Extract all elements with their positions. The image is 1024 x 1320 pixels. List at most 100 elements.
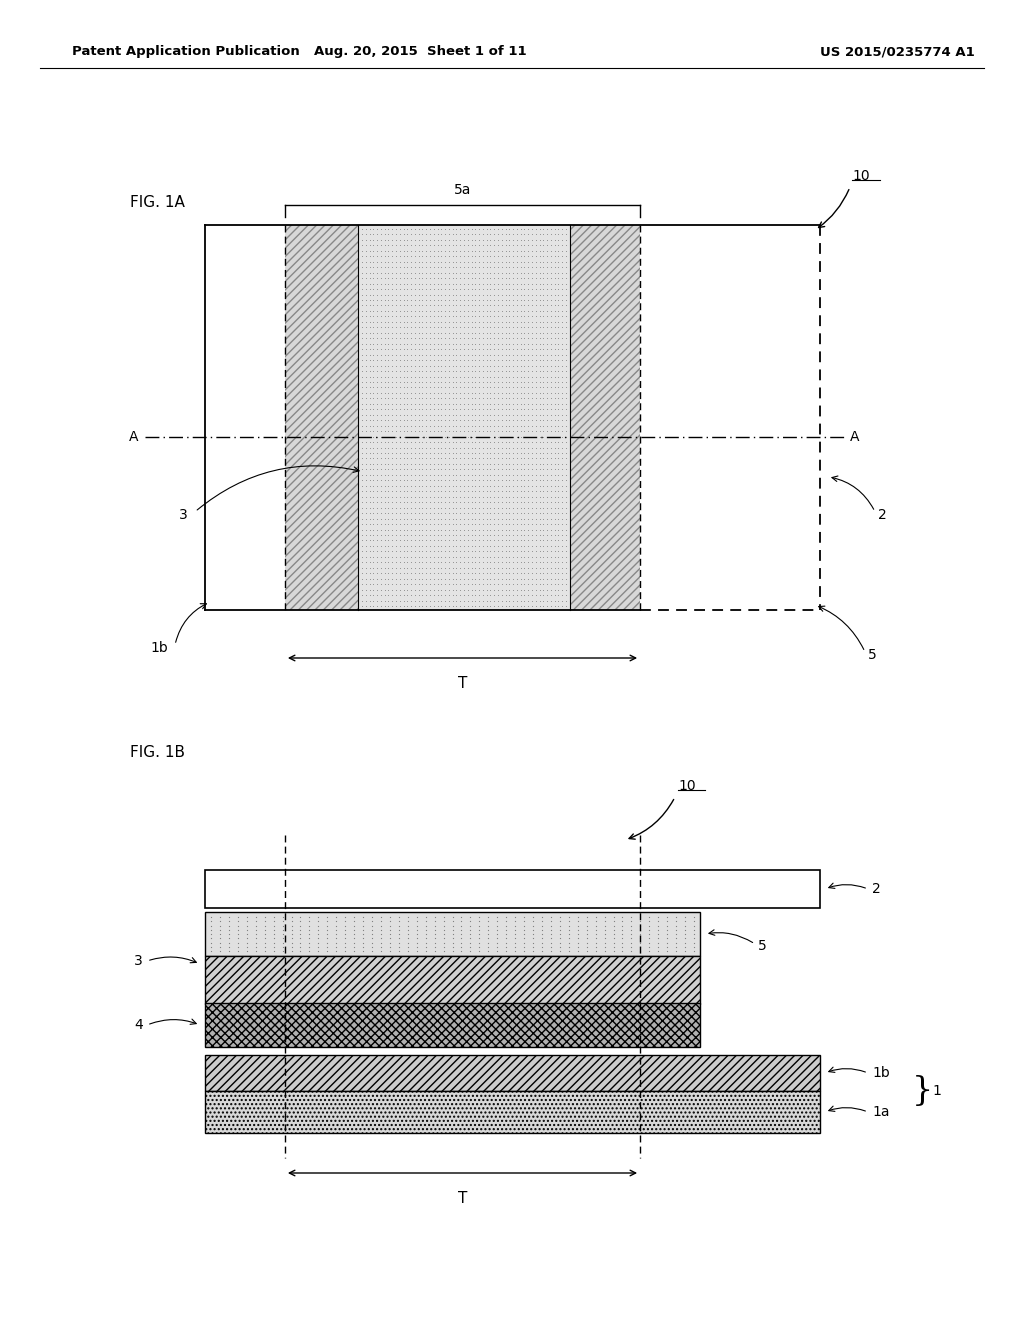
Point	[444, 928, 461, 949]
Point	[536, 317, 552, 338]
Point	[346, 919, 362, 940]
Point	[531, 447, 548, 469]
Point	[482, 350, 499, 371]
Text: 1b: 1b	[151, 642, 168, 655]
Point	[509, 404, 525, 425]
Point	[433, 240, 450, 261]
Point	[512, 246, 528, 267]
Point	[505, 503, 521, 524]
Point	[355, 928, 372, 949]
Point	[494, 333, 510, 354]
Point	[659, 936, 676, 957]
Point	[429, 404, 445, 425]
Point	[388, 562, 404, 583]
Point	[543, 585, 559, 606]
Point	[478, 312, 495, 333]
Point	[536, 404, 552, 425]
Point	[505, 268, 521, 289]
Point	[391, 529, 408, 550]
Point	[354, 322, 371, 343]
Point	[498, 546, 514, 568]
Point	[456, 268, 472, 289]
Point	[361, 322, 378, 343]
Point	[409, 928, 425, 949]
Point	[319, 936, 336, 957]
Point	[486, 519, 503, 540]
Point	[471, 568, 487, 589]
Point	[361, 421, 378, 442]
Point	[520, 360, 537, 381]
Point	[426, 301, 442, 322]
Point	[505, 437, 521, 458]
Point	[395, 574, 412, 595]
Point	[501, 546, 517, 568]
Point	[395, 541, 412, 562]
Point	[536, 562, 552, 583]
Point	[418, 585, 434, 606]
Point	[380, 529, 396, 550]
Point	[516, 355, 532, 376]
Point	[531, 480, 548, 502]
Point	[440, 256, 457, 277]
Point	[558, 426, 574, 447]
Point	[384, 317, 400, 338]
Point	[426, 409, 442, 430]
Point	[539, 263, 555, 284]
Point	[346, 936, 362, 957]
Point	[380, 546, 396, 568]
Point	[486, 508, 503, 529]
Point	[659, 907, 676, 928]
Point	[482, 541, 499, 562]
Point	[361, 426, 378, 447]
Point	[422, 421, 438, 442]
Point	[494, 371, 510, 392]
Point	[366, 519, 382, 540]
Point	[489, 383, 506, 404]
Point	[402, 475, 419, 496]
Point	[632, 936, 648, 957]
Point	[377, 498, 393, 519]
Point	[464, 279, 480, 300]
Point	[388, 524, 404, 545]
Point	[641, 928, 657, 949]
Point	[437, 541, 454, 562]
Point	[390, 928, 407, 949]
Point	[482, 426, 499, 447]
Point	[464, 345, 480, 366]
Point	[444, 426, 461, 447]
Point	[407, 426, 423, 447]
Point	[377, 447, 393, 469]
Point	[475, 536, 492, 557]
Point	[527, 453, 544, 474]
Point	[395, 562, 412, 583]
Point	[547, 470, 563, 491]
Point	[536, 246, 552, 267]
Point	[543, 437, 559, 458]
Point	[402, 345, 419, 366]
Point	[388, 491, 404, 512]
Point	[384, 568, 400, 589]
Point	[471, 378, 487, 399]
Point	[433, 513, 450, 535]
Point	[366, 414, 382, 436]
Point	[373, 350, 389, 371]
Point	[527, 251, 544, 272]
Point	[402, 393, 419, 414]
Point	[547, 409, 563, 430]
Point	[319, 911, 336, 932]
Point	[543, 263, 559, 284]
Point	[558, 541, 574, 562]
Point	[357, 306, 374, 327]
Point	[377, 360, 393, 381]
Point	[471, 503, 487, 524]
Point	[407, 322, 423, 343]
Point	[248, 924, 264, 945]
Point	[354, 350, 371, 371]
Point	[460, 447, 476, 469]
Point	[543, 312, 559, 333]
Point	[524, 421, 541, 442]
Point	[539, 568, 555, 589]
Point	[366, 388, 382, 409]
Point	[354, 546, 371, 568]
Point	[444, 251, 461, 272]
